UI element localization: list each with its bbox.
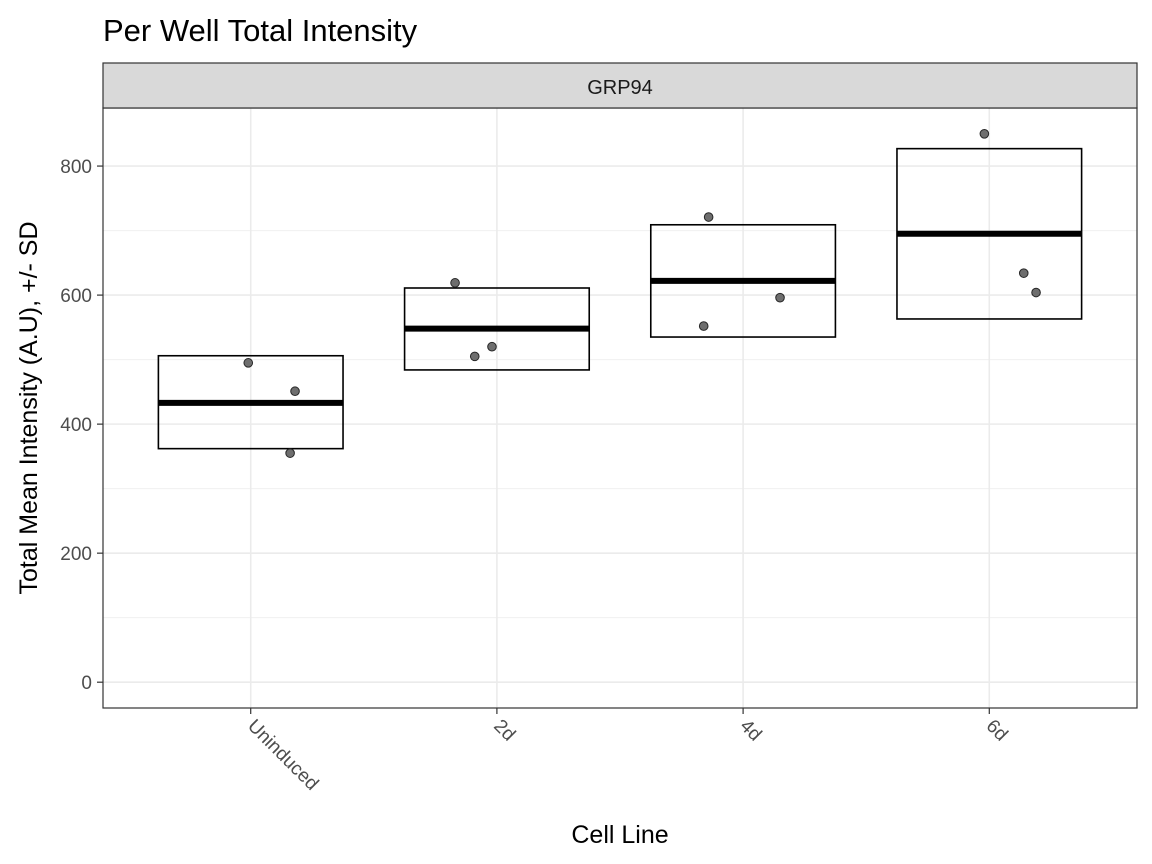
data-point — [775, 292, 785, 303]
data-point — [979, 129, 990, 139]
data-point — [698, 321, 709, 331]
x-tick-label: 4d — [736, 716, 766, 746]
y-axis: 0 200 400 600 800 — [60, 157, 103, 694]
y-tick-label: 400 — [60, 415, 92, 436]
y-tick-label: 800 — [60, 157, 92, 178]
x-tick-label: Uninduced — [243, 716, 322, 795]
y-tick-label: 600 — [60, 286, 92, 307]
x-tick-label: 6d — [982, 716, 1012, 746]
data-point — [469, 351, 480, 362]
y-axis-title: Total Mean Intensity (A.U), +/- SD — [15, 221, 43, 594]
data-point — [243, 358, 254, 368]
data-point — [1018, 268, 1029, 278]
facet-strip-label: GRP94 — [587, 77, 653, 99]
x-axis: Uninduced 2d 4d 6d — [243, 708, 1012, 795]
chart-title: Per Well Total Intensity — [103, 13, 418, 48]
data-point — [290, 386, 300, 397]
data-point — [1031, 287, 1041, 298]
data-point — [487, 341, 497, 352]
y-tick-label: 200 — [60, 544, 92, 565]
facet-strip — [102, 62, 1138, 109]
plot-panel — [102, 107, 1138, 709]
data-point — [285, 448, 295, 458]
data-point — [703, 212, 714, 222]
y-tick-label: 0 — [81, 673, 92, 694]
data-point — [450, 278, 460, 288]
x-tick-label: 2d — [489, 716, 519, 746]
x-axis-title: Cell Line — [571, 821, 668, 849]
panel-background — [103, 108, 1137, 708]
